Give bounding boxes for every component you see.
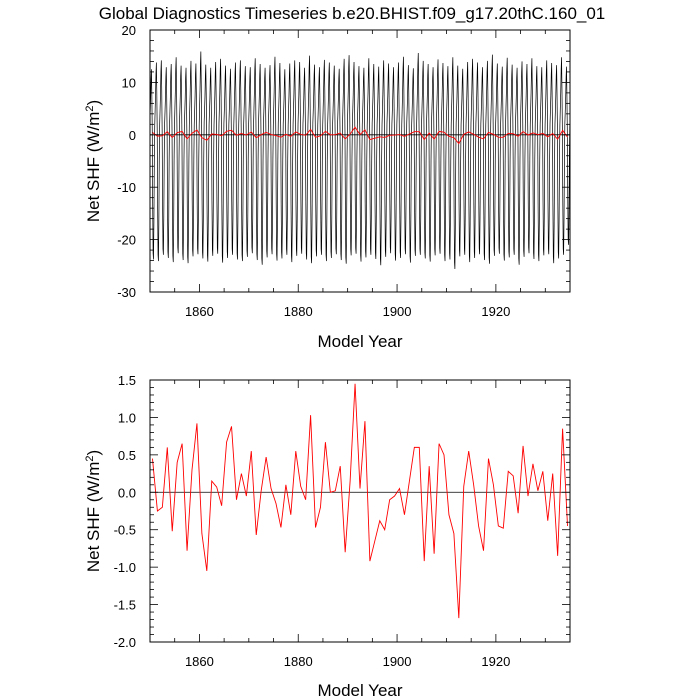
bottom-series-0-line	[152, 383, 568, 619]
top-ytick-label: -20	[117, 233, 136, 248]
top-plot-lines	[149, 51, 571, 269]
top-xtick-label: 1920	[481, 304, 510, 319]
top-ylabel: Net SHF (W/m2)	[84, 100, 103, 222]
bottom-ytick-label: 1.0	[118, 410, 136, 425]
top-ytick-label: -10	[117, 180, 136, 195]
bottom-xlabel: Model Year	[317, 681, 402, 700]
top-xtick-label: 1900	[383, 304, 412, 319]
top-axes: -30 -20 -10 0 10 20 1860 1880 1900 1920	[117, 23, 571, 319]
top-series-1-line	[152, 126, 568, 145]
bottom-ytick-label: -1.0	[114, 560, 136, 575]
top-xtick-label: 1880	[284, 304, 313, 319]
top-series-0-line	[149, 51, 571, 269]
bottom-ytick-label: -0.5	[114, 523, 136, 538]
top-plot-frame	[149, 29, 571, 293]
bottom-ytick-label: 0.5	[118, 448, 136, 463]
top-ytick-label: 20	[122, 23, 136, 38]
bottom-panel: -2.0 -1.5 -1.0 -0.5 0.0 0.5 1.0 1.5 1860 1880 1900…	[84, 373, 571, 700]
bottom-plot-frame	[149, 379, 571, 643]
bottom-xtick-label: 1900	[383, 654, 412, 669]
bottom-ytick-label: 0.0	[118, 485, 136, 500]
top-ytick-label: -30	[117, 285, 136, 300]
top-ytick-label: 0	[129, 128, 136, 143]
bottom-xtick-label: 1880	[284, 654, 313, 669]
bottom-xtick-label: 1920	[481, 654, 510, 669]
figure-title: Global Diagnostics Timeseries b.e20.BHIS…	[99, 4, 606, 23]
bottom-ytick-label: 1.5	[118, 373, 136, 388]
top-panel: -30 -20 -10 0 10 20 1860 1880 1900 1920 Model Yea…	[84, 23, 571, 351]
bottom-plot-lines	[150, 383, 570, 619]
bottom-xtick-label: 1860	[185, 654, 214, 669]
top-ytick-label: 10	[122, 75, 136, 90]
top-xlabel: Model Year	[317, 332, 402, 351]
bottom-ylabel: Net SHF (W/m2)	[84, 450, 103, 572]
bottom-ytick-label: -1.5	[114, 598, 136, 613]
top-xtick-label: 1860	[185, 304, 214, 319]
bottom-axes: -2.0 -1.5 -1.0 -0.5 0.0 0.5 1.0 1.5 1860 1880 1900…	[114, 373, 571, 669]
bottom-ytick-label: -2.0	[114, 635, 136, 650]
